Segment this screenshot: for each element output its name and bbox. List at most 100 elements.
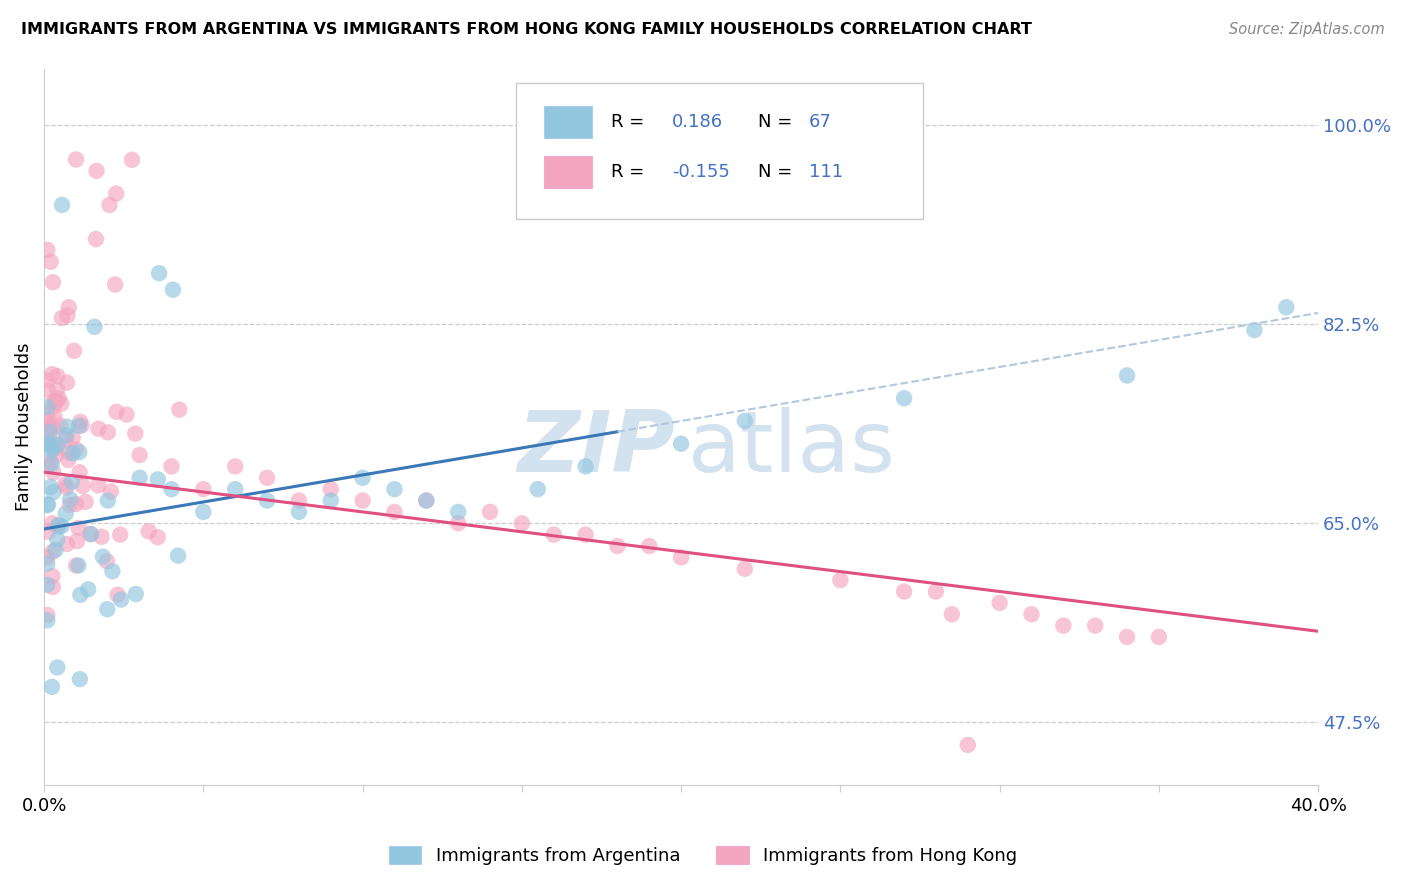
Point	[105, 405, 128, 419]
Point	[86, 164, 108, 178]
Point	[1084, 618, 1107, 632]
Point	[447, 505, 470, 519]
Point	[37, 436, 59, 450]
Point	[41, 457, 63, 471]
Point	[38, 414, 60, 428]
Point	[988, 596, 1011, 610]
Point	[319, 482, 342, 496]
Point	[115, 408, 138, 422]
FancyBboxPatch shape	[516, 83, 924, 219]
Point	[527, 482, 550, 496]
Point	[510, 516, 533, 531]
Point	[893, 391, 915, 405]
Point	[58, 300, 80, 314]
Point	[37, 373, 59, 387]
Point	[55, 477, 77, 491]
Point	[574, 459, 596, 474]
Point	[108, 527, 131, 541]
Point	[69, 672, 91, 686]
Point	[447, 516, 470, 531]
Point	[41, 442, 63, 456]
Point	[925, 584, 948, 599]
Y-axis label: Family Households: Family Households	[15, 343, 32, 511]
Text: N =: N =	[758, 163, 797, 181]
Point	[67, 558, 90, 573]
Text: ZIP: ZIP	[517, 407, 675, 490]
Point	[69, 588, 91, 602]
Point	[56, 537, 79, 551]
Legend: Immigrants from Argentina, Immigrants from Hong Kong: Immigrants from Argentina, Immigrants fr…	[380, 837, 1026, 874]
Point	[37, 458, 59, 473]
Point	[37, 497, 59, 511]
Point	[55, 507, 77, 521]
Point	[124, 426, 146, 441]
Point	[37, 607, 59, 622]
Point	[101, 564, 124, 578]
Point	[138, 524, 160, 539]
Point	[44, 409, 66, 424]
Point	[55, 428, 77, 442]
Point	[69, 465, 91, 479]
Point	[39, 480, 62, 494]
Point	[42, 275, 65, 289]
Point	[39, 455, 62, 469]
Point	[45, 447, 67, 461]
Point	[67, 445, 90, 459]
Point	[41, 516, 63, 531]
Point	[46, 660, 69, 674]
Point	[48, 519, 70, 533]
Point	[42, 485, 65, 500]
Point	[75, 495, 97, 509]
Text: 0.186: 0.186	[672, 113, 723, 131]
Point	[37, 429, 59, 443]
Point	[893, 584, 915, 599]
Point	[83, 319, 105, 334]
Text: N =: N =	[758, 113, 797, 131]
Point	[66, 534, 89, 549]
Point	[37, 613, 59, 627]
Point	[110, 592, 132, 607]
Point	[87, 422, 110, 436]
Point	[37, 498, 59, 512]
Point	[41, 680, 63, 694]
Point	[37, 557, 59, 571]
Point	[38, 421, 60, 435]
Point	[42, 466, 65, 480]
Point	[100, 484, 122, 499]
Point	[96, 602, 118, 616]
Point	[55, 432, 77, 446]
Point	[59, 492, 82, 507]
Point	[830, 573, 852, 587]
Point	[669, 550, 692, 565]
Point	[97, 493, 120, 508]
Point	[1021, 607, 1043, 622]
Point	[125, 587, 148, 601]
Point	[105, 186, 128, 201]
Point	[193, 505, 215, 519]
Point	[162, 283, 184, 297]
Point	[384, 505, 406, 519]
Point	[146, 472, 169, 486]
Point	[104, 277, 127, 292]
Point	[160, 482, 183, 496]
Text: -0.155: -0.155	[672, 163, 730, 181]
Point	[96, 554, 118, 568]
Point	[45, 441, 67, 455]
Point	[44, 437, 66, 451]
Point	[56, 419, 79, 434]
Point	[44, 393, 66, 408]
Text: 111: 111	[808, 163, 842, 181]
Point	[288, 493, 311, 508]
Point	[638, 539, 661, 553]
Point	[1116, 368, 1139, 383]
Point	[51, 397, 73, 411]
Point	[72, 479, 94, 493]
Point	[37, 243, 59, 257]
Point	[55, 481, 77, 495]
Point	[65, 558, 87, 573]
Point	[574, 527, 596, 541]
Point	[39, 254, 62, 268]
Point	[128, 471, 150, 485]
Point	[65, 442, 87, 457]
Point	[58, 445, 80, 459]
